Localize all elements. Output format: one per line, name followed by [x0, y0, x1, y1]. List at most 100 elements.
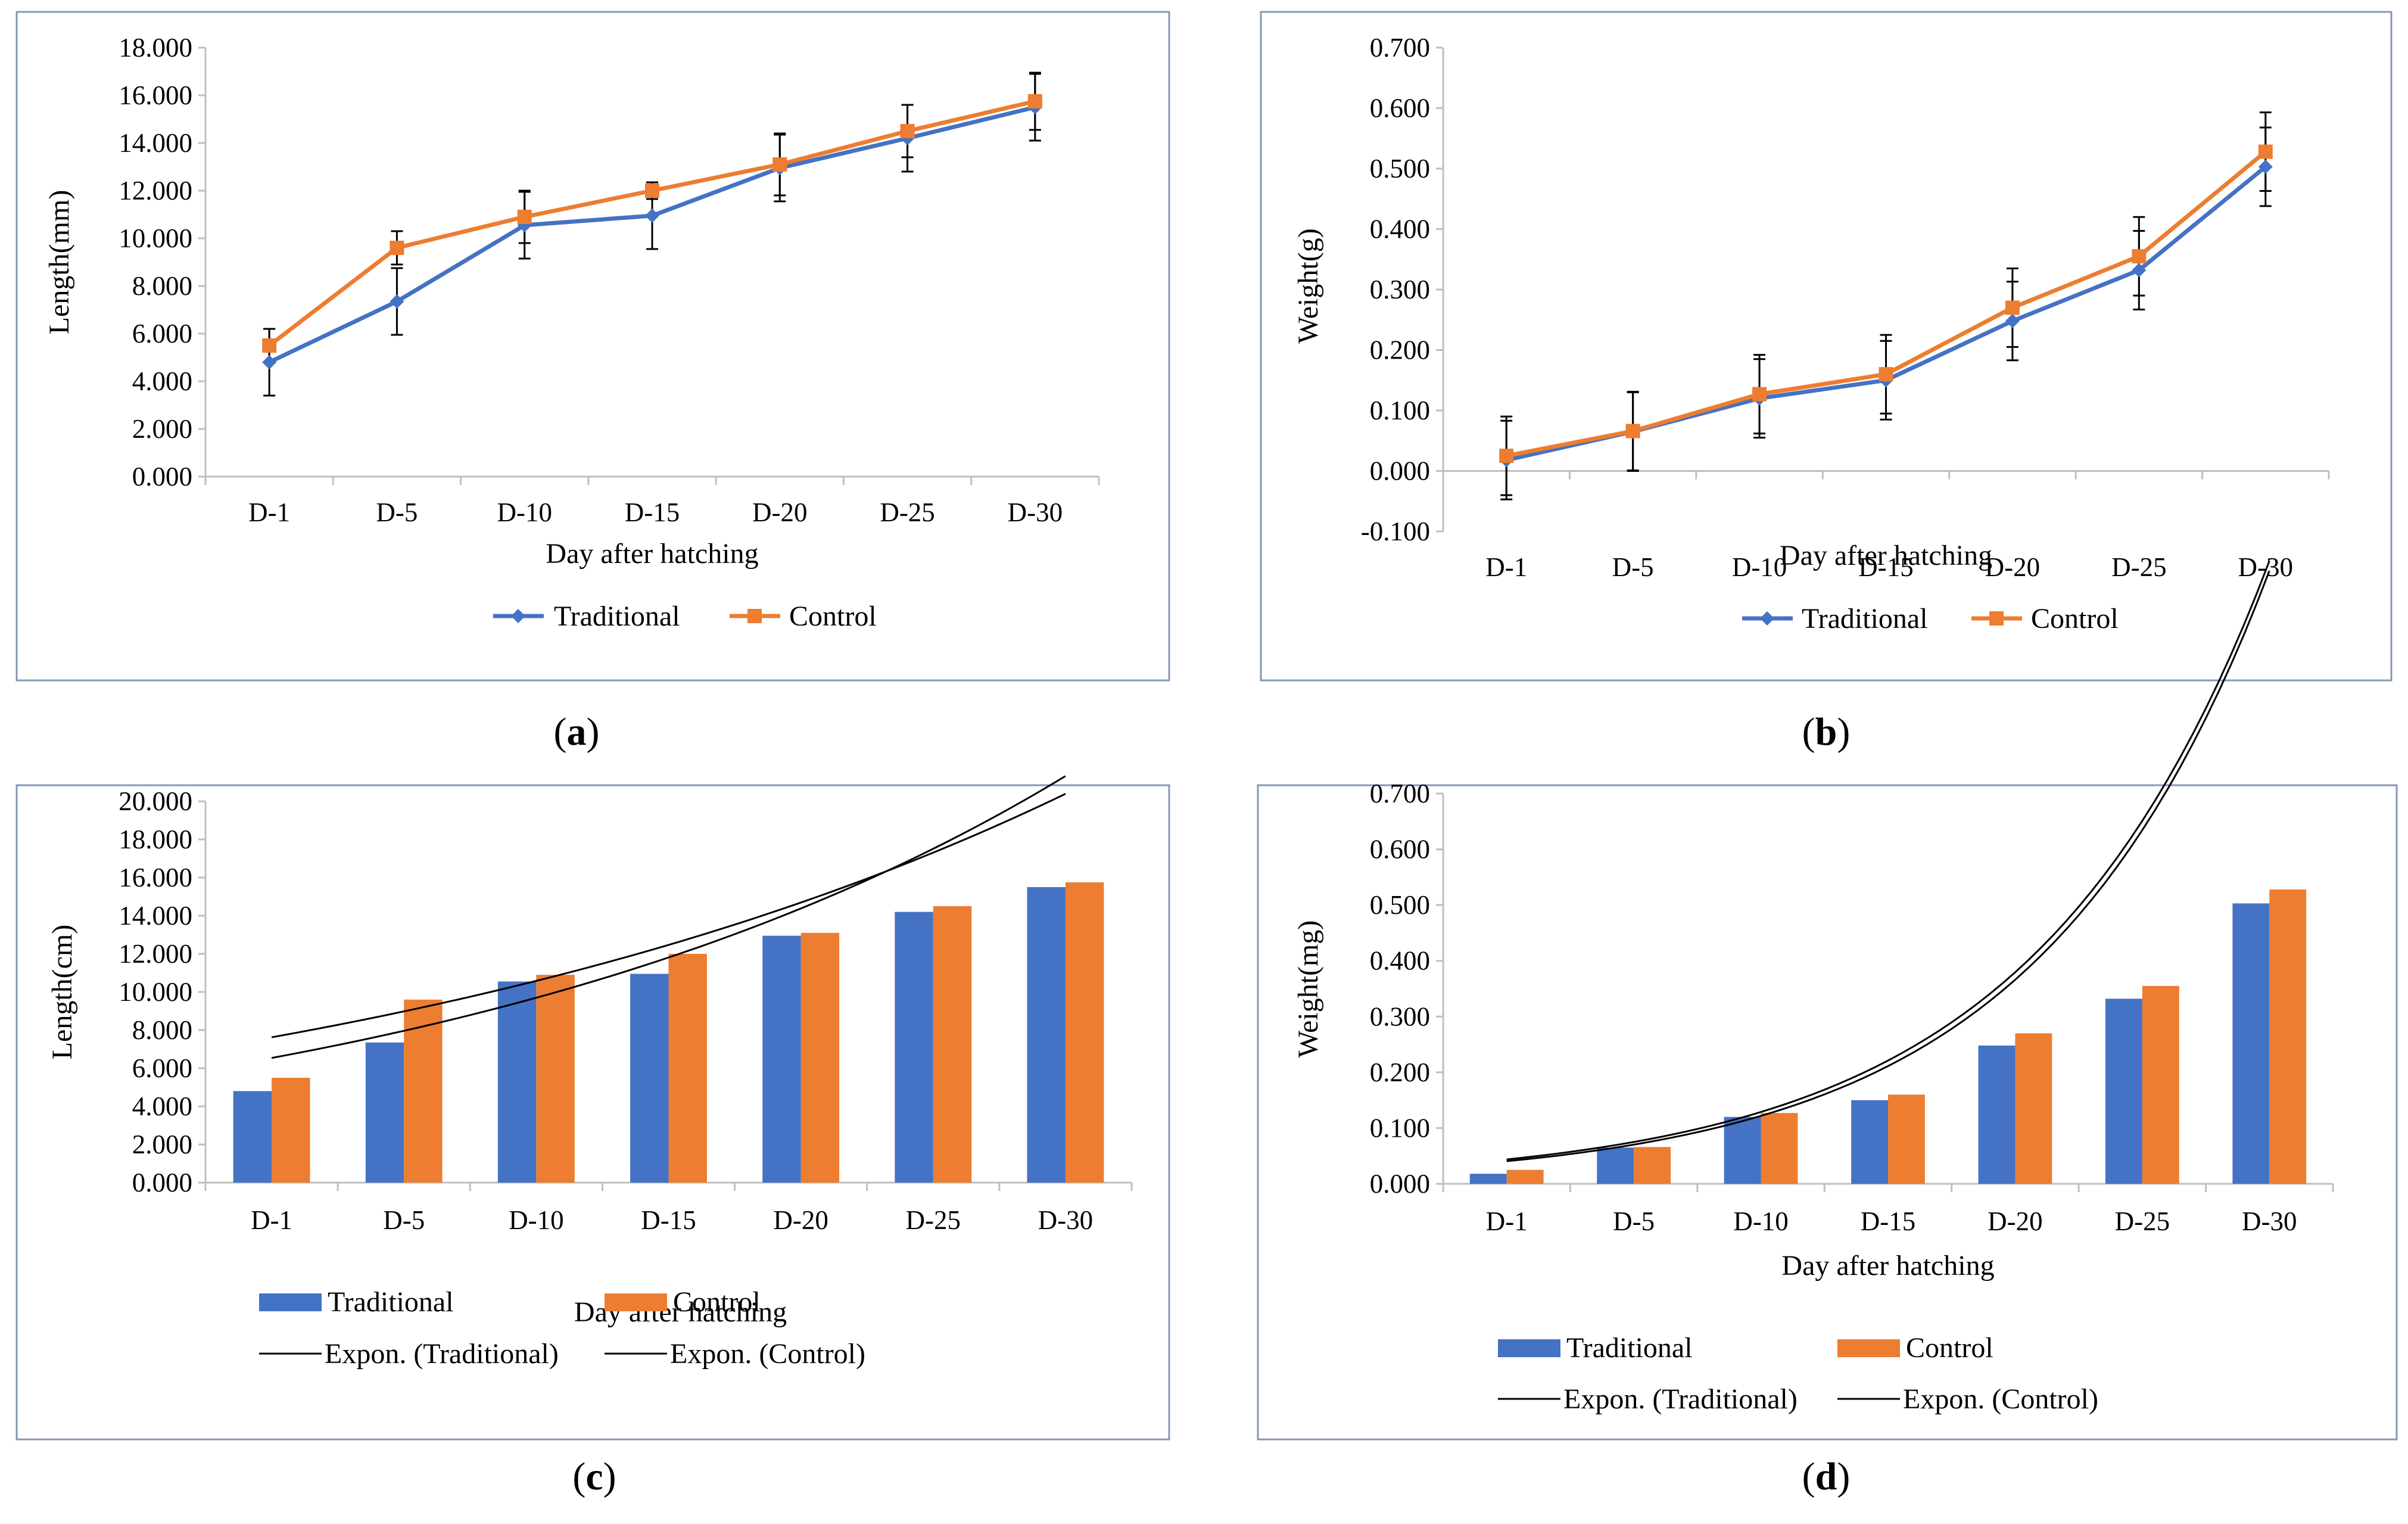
- y-tick-label: 0.400: [1370, 946, 1430, 976]
- y-axis-title: Length(mm): [43, 190, 75, 335]
- x-tick-label: D-10: [509, 1205, 563, 1235]
- data-point-traditional: [262, 355, 277, 369]
- y-tick-label: 4.000: [132, 1091, 192, 1121]
- y-tick-label: 14.000: [119, 901, 192, 931]
- y-tick-label: 0.000: [1370, 1169, 1430, 1199]
- x-tick-label: D-5: [383, 1205, 425, 1235]
- data-point-traditional: [2258, 159, 2273, 174]
- y-tick-label: 0.300: [1370, 275, 1430, 304]
- y-tick-label: 6.000: [132, 1053, 192, 1083]
- legend-label: Traditional: [328, 1286, 454, 1318]
- x-tick-label: D-15: [1858, 552, 1913, 582]
- data-point-control: [2258, 144, 2273, 159]
- legend-swatch: [605, 1293, 667, 1311]
- y-tick-label: 0.700: [1370, 33, 1430, 63]
- bar-control: [933, 906, 972, 1183]
- bar-traditional: [1724, 1116, 1761, 1184]
- bar-traditional: [1978, 1045, 2016, 1184]
- bar-traditional: [2232, 903, 2270, 1184]
- data-point-control: [2132, 249, 2147, 264]
- panel-d: 0.000 0.100 0.200 0.300 0.400 0.500 0.600 0.700…: [1257, 560, 2398, 1498]
- x-tick-label: D-25: [880, 497, 934, 527]
- y-tick-label: -0.100: [1361, 517, 1430, 546]
- y-tick-label: 0.100: [1370, 396, 1430, 425]
- bar-control: [668, 954, 707, 1183]
- x-tick-label: D-20: [752, 497, 807, 527]
- y-tick-label: 0.100: [1370, 1113, 1430, 1143]
- data-point-control: [2005, 300, 2020, 315]
- y-tick-label: 18.000: [119, 33, 192, 63]
- caption-letter: d: [1815, 1455, 1837, 1498]
- x-tick-label: D-30: [1008, 497, 1063, 527]
- x-tick-label: D-25: [906, 1205, 961, 1235]
- legend-swatch: [259, 1293, 322, 1311]
- x-tick-label: D-25: [2111, 552, 2166, 582]
- data-point-control: [1625, 424, 1640, 438]
- data-point-control: [1879, 367, 1893, 382]
- bar-traditional: [497, 981, 537, 1183]
- trendline-control: [1506, 560, 2270, 1161]
- legend-label: Control: [1906, 1332, 1993, 1364]
- panel-frame-d: [1257, 784, 2398, 1441]
- legend-trend-label: Expon. (Control): [1903, 1383, 2098, 1415]
- caption-letter: a: [567, 710, 587, 754]
- x-tick-label: D-30: [2238, 552, 2293, 582]
- y-tick-label: 8.000: [132, 1015, 192, 1045]
- x-tick-label: D-10: [497, 497, 552, 527]
- y-tick-label: 0.600: [1370, 94, 1430, 123]
- x-tick-label: D-1: [1485, 552, 1527, 582]
- data-point-control: [645, 183, 659, 198]
- data-point-traditional: [645, 209, 659, 223]
- caption-paren: ): [1837, 1455, 1850, 1498]
- caption-paren: (: [1802, 710, 1815, 754]
- x-axis-title: Day after hatching: [1781, 1250, 1994, 1282]
- y-tick-label: 0.500: [1370, 890, 1430, 920]
- bar-control: [272, 1078, 310, 1183]
- y-tick-label: 16.000: [119, 80, 192, 110]
- data-point-control: [262, 338, 277, 353]
- bar-traditional: [233, 1091, 272, 1183]
- y-tick-label: 0.000: [132, 1168, 192, 1198]
- x-tick-label: D-1: [248, 497, 290, 527]
- y-tick-label: 20.000: [119, 786, 192, 816]
- legend-label: Traditional: [1566, 1332, 1693, 1364]
- data-point-control: [517, 210, 532, 224]
- x-tick-label: D-5: [376, 497, 418, 527]
- trendline-traditional: [1506, 570, 2270, 1162]
- data-point-control: [1752, 387, 1767, 402]
- bar-traditional: [2105, 999, 2142, 1184]
- x-tick-label: D-25: [2115, 1206, 2170, 1236]
- caption-letter: b: [1815, 710, 1837, 754]
- panel-caption: (a): [554, 710, 600, 754]
- x-tick-label: D-5: [1612, 552, 1654, 582]
- bar-control: [2269, 889, 2307, 1184]
- x-tick-label: D-10: [1732, 552, 1787, 582]
- legend-label: Control: [2031, 603, 2119, 635]
- bar-control: [536, 975, 575, 1183]
- y-tick-label: 6.000: [132, 319, 192, 349]
- legend-label: Traditional: [1802, 603, 1928, 635]
- y-tick-label: 0.000: [132, 462, 192, 492]
- legend-marker: [511, 609, 525, 623]
- data-point-control: [772, 157, 787, 172]
- legend-swatch: [1498, 1339, 1560, 1357]
- panel-a: 0.000 2.000 4.000 6.000 8.000 10.000 12.000 14.…: [15, 11, 1170, 754]
- y-tick-label: 10.000: [119, 223, 192, 253]
- caption-paren: ): [587, 710, 600, 754]
- bar-traditional: [1027, 887, 1066, 1183]
- legend-marker: [1760, 611, 1774, 626]
- x-tick-label: D-30: [2242, 1206, 2297, 1236]
- y-tick-label: 14.000: [119, 128, 192, 158]
- legend-swatch: [1837, 1339, 1900, 1357]
- panel-frame-c: [15, 784, 1170, 1441]
- legend-marker: [747, 609, 762, 623]
- bar-traditional: [895, 912, 933, 1183]
- bar-traditional: [630, 974, 669, 1183]
- y-tick-label: 12.000: [119, 939, 192, 969]
- bar-traditional: [1851, 1100, 1888, 1184]
- legend-trend-label: Expon. (Control): [670, 1338, 865, 1370]
- panel-caption: (c): [572, 1455, 616, 1498]
- y-tick-label: 8.000: [132, 271, 192, 301]
- bar-control: [1761, 1113, 1798, 1184]
